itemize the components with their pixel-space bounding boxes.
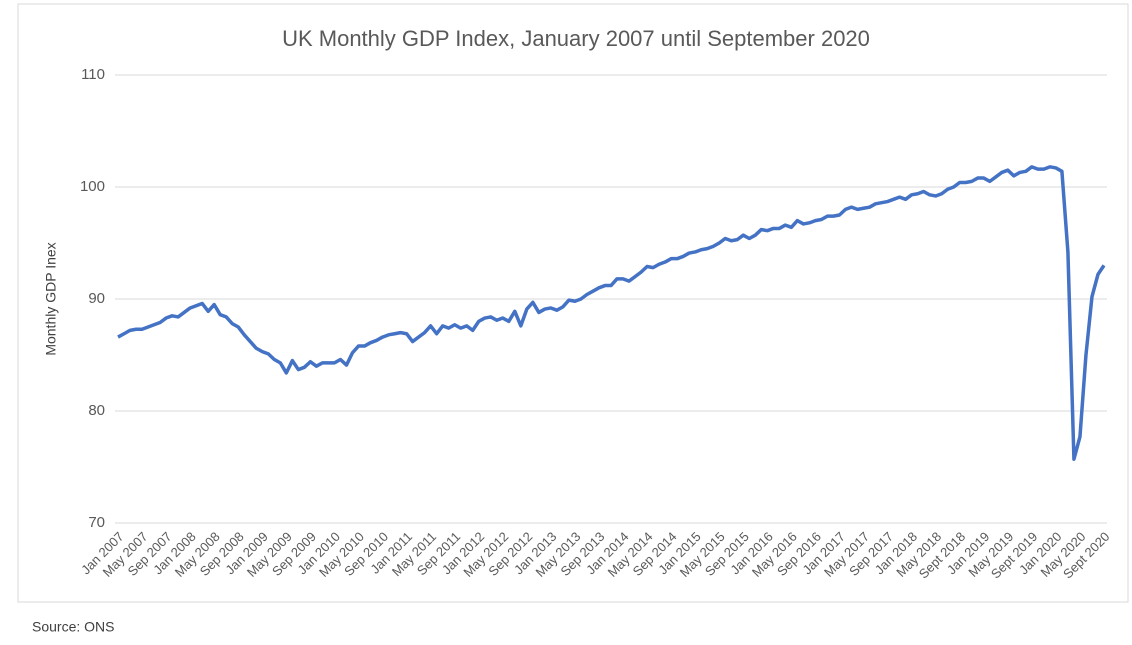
y-tick-label: 80	[88, 402, 105, 419]
chart-border	[17, 3, 1129, 603]
y-tick-label: 90	[88, 290, 105, 307]
source-note: Source: ONS	[32, 619, 114, 635]
y-axis-label: Monthly GDP Inex	[43, 242, 59, 355]
chart-title: UK Monthly GDP Index, January 2007 until…	[282, 26, 870, 51]
y-tick-label: 70	[88, 514, 105, 531]
data-line	[117, 165, 1106, 461]
y-tick-label: 100	[80, 178, 105, 195]
y-tick-label: 110	[81, 66, 105, 83]
